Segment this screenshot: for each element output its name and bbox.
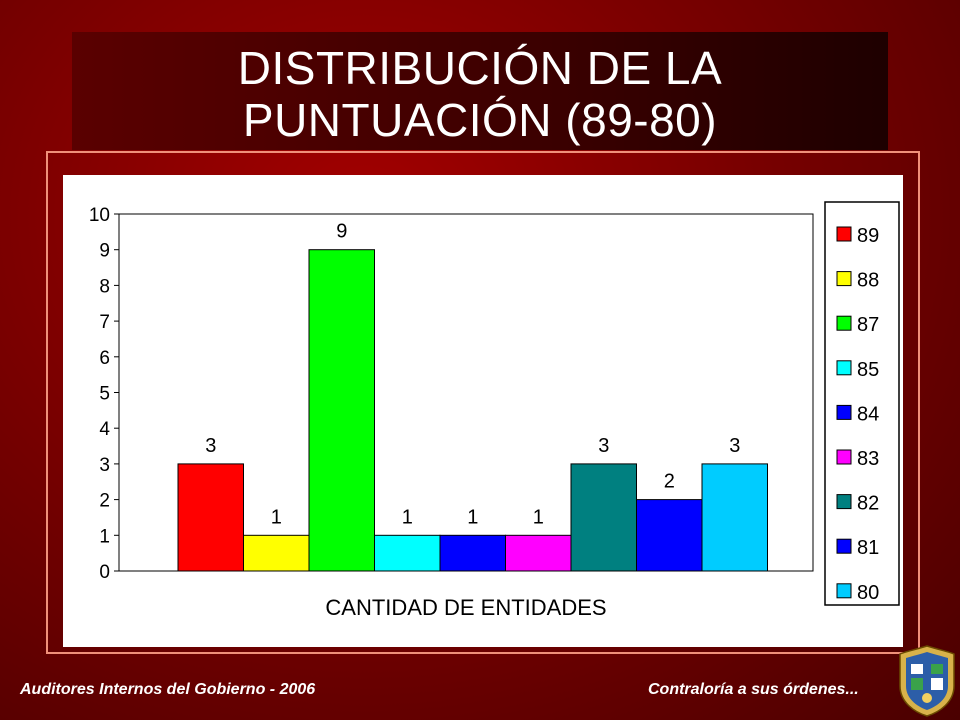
data-label-82: 3 (598, 435, 609, 457)
y-tick-label: 7 (99, 312, 110, 333)
data-label-87: 9 (336, 221, 347, 243)
legend-label-81: 81 (857, 537, 879, 559)
legend-swatch-89 (836, 226, 852, 242)
slide-title-line-2: PUNTUACIÓN (89-80) (242, 94, 718, 146)
data-label-85: 1 (402, 506, 413, 528)
bar-85 (374, 534, 441, 572)
legend-label-87: 87 (857, 314, 879, 336)
bar-80 (701, 463, 768, 572)
legend-label-80: 80 (857, 582, 879, 604)
legend-swatch-87 (836, 315, 852, 331)
bar-81 (636, 499, 703, 572)
y-tick-label: 0 (99, 562, 110, 583)
y-tick-label: 8 (99, 276, 110, 297)
footer-left-text: Auditores Internos del Gobierno - 2006 (20, 681, 316, 698)
contraloria-emblem-icon (899, 645, 955, 717)
y-tick-label: 2 (99, 491, 110, 512)
data-label-88: 1 (271, 506, 282, 528)
chart-panel: 0 1 2 3 4 5 6 7 8 9 10 3 1 9 1 1 1 3 2 3 CANTIDAD DE ENTIDAD… (63, 175, 903, 647)
title-box: DISTRIBUCIÓN DE LA PUNTUACIÓN (89-80) (72, 32, 888, 150)
data-label-80: 3 (729, 435, 740, 457)
y-tick-label: 4 (99, 419, 110, 440)
y-tick-label: 3 (99, 455, 110, 476)
data-label-84: 1 (467, 506, 478, 528)
legend-swatch-81 (836, 538, 852, 554)
legend-swatch-88 (836, 271, 852, 287)
footer-right-text: Contraloría a sus órdenes... (648, 681, 859, 698)
legend-swatch-80 (836, 583, 852, 599)
legend-label-82: 82 (857, 493, 879, 515)
y-tick-label: 1 (99, 526, 110, 547)
bar-84 (439, 534, 506, 572)
data-label-89: 3 (205, 435, 216, 457)
slide-title-line-1: DISTRIBUCIÓN DE LA (237, 42, 723, 94)
legend-swatch-85 (836, 360, 852, 376)
y-tick-label: 5 (99, 384, 110, 405)
legend-box (824, 201, 900, 606)
y-tick-label: 10 (89, 205, 110, 226)
data-label-81: 2 (664, 471, 675, 493)
y-tick-label: 9 (99, 241, 110, 262)
y-tick-label: 6 (99, 348, 110, 369)
legend-swatch-83 (836, 449, 852, 465)
bar-88 (243, 534, 310, 572)
bar-83 (505, 534, 572, 572)
bar-82 (570, 463, 637, 572)
x-axis-label: CANTIDAD DE ENTIDADES (325, 595, 606, 620)
legend-label-84: 84 (857, 403, 879, 425)
data-label-83: 1 (533, 506, 544, 528)
legend-label-88: 88 (857, 270, 879, 292)
chart-frame (46, 151, 920, 654)
bar-87 (308, 249, 375, 572)
legend-label-89: 89 (857, 225, 879, 247)
bar-89 (177, 463, 244, 572)
legend-label-85: 85 (857, 359, 879, 381)
legend-label-83: 83 (857, 448, 879, 470)
legend-swatch-82 (836, 494, 852, 510)
legend-swatch-84 (836, 404, 852, 420)
